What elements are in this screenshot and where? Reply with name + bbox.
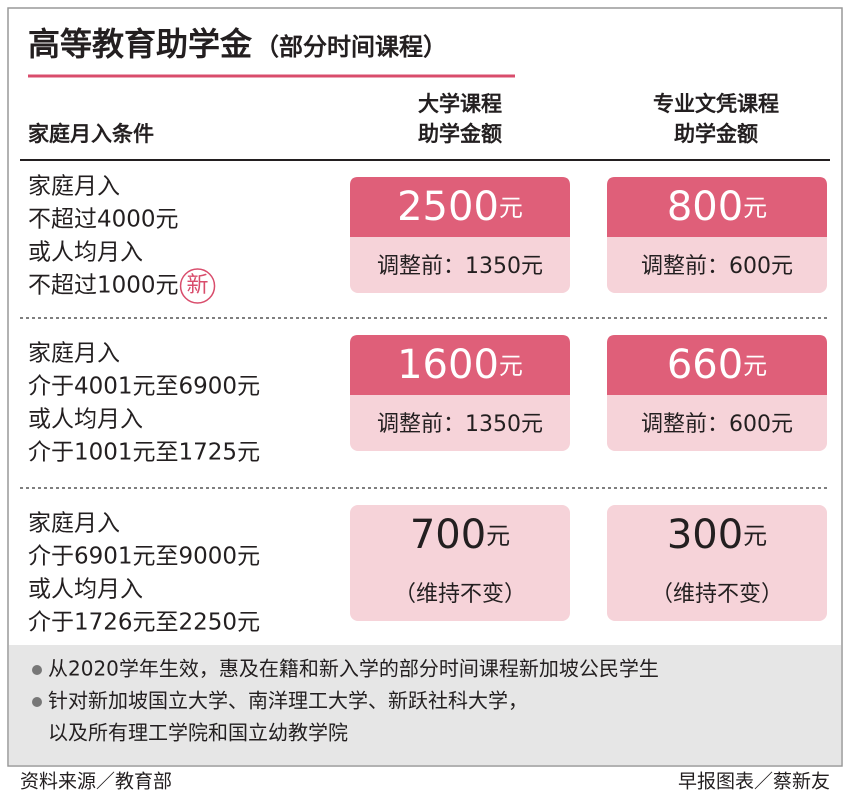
amount: 660元 xyxy=(667,342,767,388)
amount-unit: 元 xyxy=(499,194,523,222)
note-line: 以及所有理工学院和国立幼教学院 xyxy=(48,721,348,745)
note-line: 从2020学年生效，惠及在籍和新入学的部分时间课程新加坡公民学生 xyxy=(48,657,659,681)
amount-band xyxy=(607,335,827,395)
amount-value: 2500 xyxy=(397,184,499,230)
amount-note: 调整前：1350元 xyxy=(377,412,543,437)
new-badge xyxy=(179,268,216,304)
amount-band xyxy=(350,177,570,237)
amount-value: 660 xyxy=(667,342,743,388)
condition-line: 或人均月入 xyxy=(28,407,143,433)
amount-value: 1600 xyxy=(397,342,499,388)
title: 高等教育助学金 xyxy=(28,25,253,63)
subtitle: （部分时间课程） xyxy=(255,33,447,61)
amount: 800元 xyxy=(667,184,767,230)
amount-note: 调整前：600元 xyxy=(641,412,793,437)
condition-line: 介于1726元至2250元 xyxy=(28,610,260,636)
source: 资料来源／教育部 xyxy=(20,771,172,793)
amount-note: （维持不变） xyxy=(394,582,526,607)
amount-value: 700 xyxy=(410,512,486,558)
column-header: 大学课程 xyxy=(418,92,502,116)
notes-box xyxy=(9,645,841,765)
condition-line: 家庭月入 xyxy=(28,341,120,367)
condition-line: 或人均月入 xyxy=(28,240,143,266)
condition-line: 不超过4000元 xyxy=(28,207,179,233)
column-header: 家庭月入条件 xyxy=(28,122,154,146)
condition-line: 介于6901元至9000元 xyxy=(28,544,260,570)
condition-line: 或人均月入 xyxy=(28,577,143,603)
condition-line: 家庭月入 xyxy=(28,511,120,537)
note-line: 针对新加坡国立大学、南洋理工大学、新跃社科大学， xyxy=(48,689,528,713)
condition-line: 介于4001元至6900元 xyxy=(28,374,260,400)
amount: 700元 xyxy=(410,512,510,558)
condition-line: 家庭月入 xyxy=(28,174,120,200)
column-header: 专业文凭课程 xyxy=(653,92,779,116)
amount-note: 调整前：1350元 xyxy=(377,254,543,279)
amount-unit: 元 xyxy=(499,352,523,380)
amount-unit: 元 xyxy=(743,352,767,380)
amount-card xyxy=(350,505,570,621)
amount-unit: 元 xyxy=(743,522,767,550)
bullet xyxy=(32,697,42,707)
amount-value: 800 xyxy=(667,184,743,230)
amount: 300元 xyxy=(667,512,767,558)
amount-note: （维持不变） xyxy=(651,582,783,607)
amount-card xyxy=(607,505,827,621)
amount-note: 调整前：600元 xyxy=(641,254,793,279)
amount-value: 300 xyxy=(667,512,743,558)
column-header: 助学金额 xyxy=(674,122,758,146)
amount: 2500元 xyxy=(397,184,523,230)
bullet xyxy=(32,665,42,675)
new-badge-text: 新 xyxy=(187,273,209,298)
amount: 1600元 xyxy=(397,342,523,388)
amount-band xyxy=(350,335,570,395)
amount-unit: 元 xyxy=(486,522,510,550)
credit: 早报图表／蔡新友 xyxy=(678,771,830,793)
column-header: 助学金额 xyxy=(418,122,502,146)
amount-unit: 元 xyxy=(743,194,767,222)
condition-line: 介于1001元至1725元 xyxy=(28,440,260,466)
amount-band xyxy=(607,177,827,237)
condition-line: 不超过1000元 xyxy=(28,273,179,299)
